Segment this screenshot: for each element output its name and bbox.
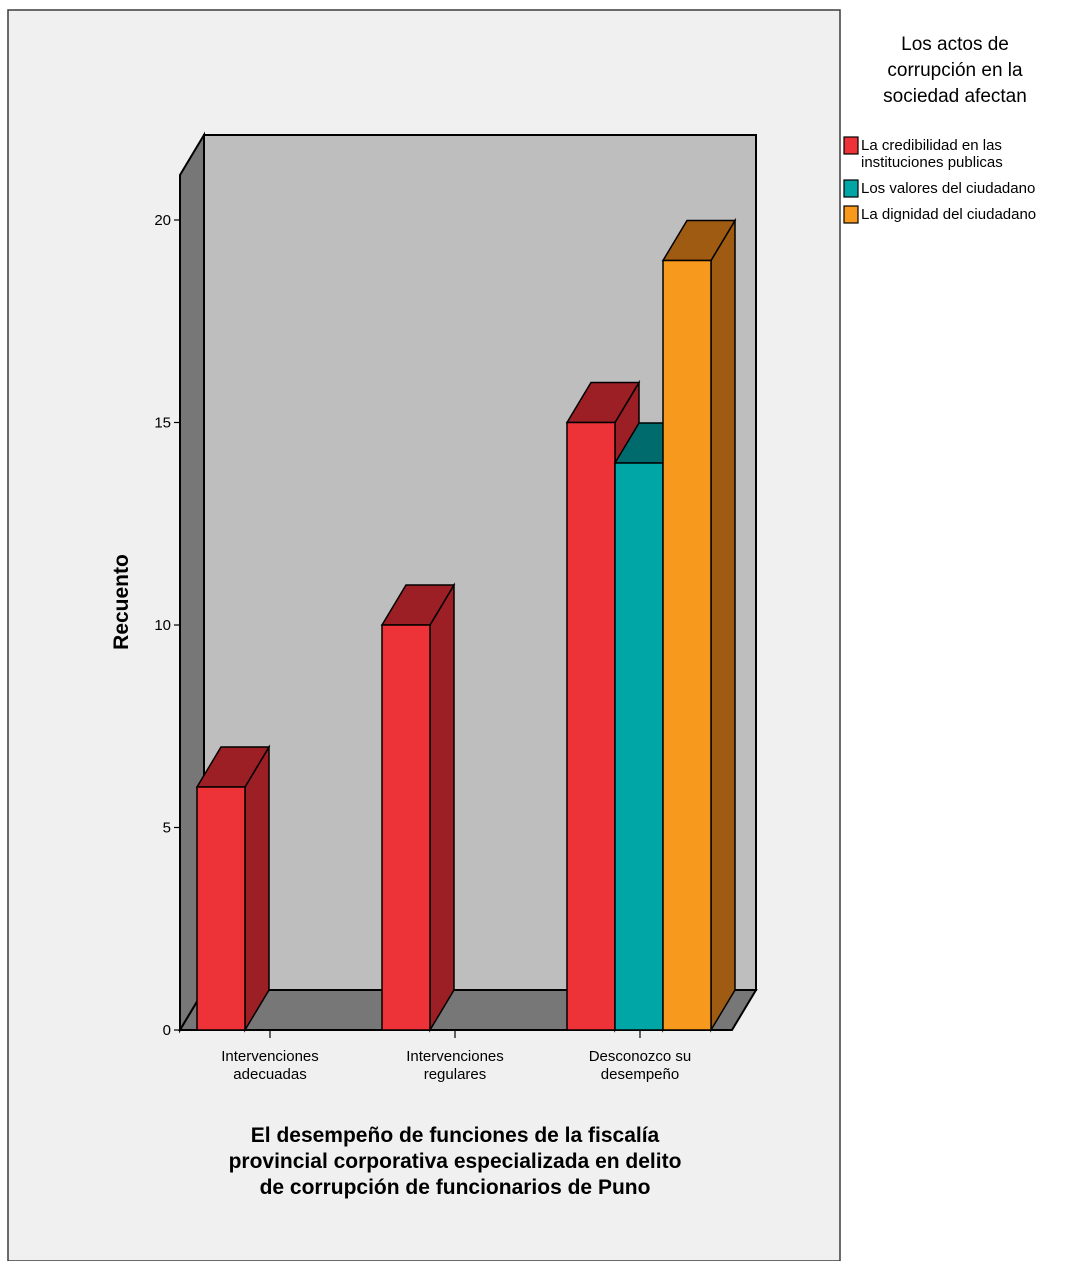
legend-label-line: La credibilidad en las — [861, 137, 1002, 154]
legend-swatch — [843, 136, 859, 155]
legend-label-line: instituciones publicas — [861, 154, 1003, 171]
legend-item: Los valores del ciudadano — [843, 179, 1035, 198]
x-axis-title-line: provincial corporativa especializada en … — [229, 1150, 682, 1173]
bar-front — [196, 786, 246, 1031]
legend-label: La dignidad del ciudadano — [861, 206, 1036, 223]
legend-label: La credibilidad en las instituciones publ… — [861, 137, 1003, 171]
x-tick-label: Intervenciones regulares — [406, 1048, 504, 1083]
y-tick-label: 20 — [154, 212, 171, 229]
bar-front — [614, 462, 664, 1031]
x-axis-title: El desempeño de funciones de la fiscalía… — [229, 1124, 682, 1199]
bar-front — [662, 259, 712, 1031]
y-tick-label: 10 — [154, 617, 171, 634]
bar — [661, 217, 737, 1033]
legend-title: Los actos de corrupción en la sociedad afe… — [883, 34, 1027, 107]
bar — [380, 582, 456, 1033]
bars — [195, 217, 737, 1033]
legend-title-line: Los actos de — [901, 34, 1009, 55]
legend-item: La dignidad del ciudadano — [843, 205, 1036, 224]
legend-swatch — [843, 205, 859, 224]
legend-title-line: corrupción en la — [887, 60, 1023, 81]
legend-title-line: sociedad afectan — [883, 86, 1027, 107]
x-tick-label-line: Intervenciones — [406, 1048, 504, 1065]
x-tick-label-line: desempeño — [601, 1066, 679, 1083]
legend-label-line: Los valores del ciudadano — [861, 180, 1035, 197]
y-tick-label: 0 — [163, 1022, 171, 1039]
bar-side — [429, 582, 455, 1033]
bar-front — [566, 421, 616, 1031]
x-axis-title-line: de corrupción de funcionarios de Puno — [260, 1176, 651, 1199]
legend-label: Los valores del ciudadano — [861, 180, 1035, 197]
x-axis-title-line: El desempeño de funciones de la fiscalía — [251, 1124, 660, 1147]
bar-front — [381, 624, 431, 1031]
legend-swatch — [843, 179, 859, 198]
legend-label-line: La dignidad del ciudadano — [861, 206, 1036, 223]
y-tick-label: 5 — [163, 820, 171, 837]
bar-side — [244, 744, 270, 1033]
legend-item: La credibilidad en las instituciones publ… — [843, 136, 1003, 171]
x-tick-label-line: Intervenciones — [221, 1048, 319, 1065]
y-tick-label: 15 — [154, 415, 171, 432]
bar — [195, 744, 271, 1033]
x-tick-label: Intervenciones adecuadas — [221, 1048, 319, 1083]
x-tick-label-line: Desconozco su — [589, 1048, 692, 1065]
bar-side — [710, 217, 736, 1033]
legend: Los actos de corrupción en la sociedad afe… — [843, 34, 1036, 224]
x-tick-label-line: adecuadas — [233, 1066, 306, 1083]
x-tick-label: Desconozco su desempeño — [589, 1048, 692, 1083]
x-tick-label-line: regulares — [424, 1066, 487, 1083]
y-axis-title: Recuento — [110, 554, 133, 650]
